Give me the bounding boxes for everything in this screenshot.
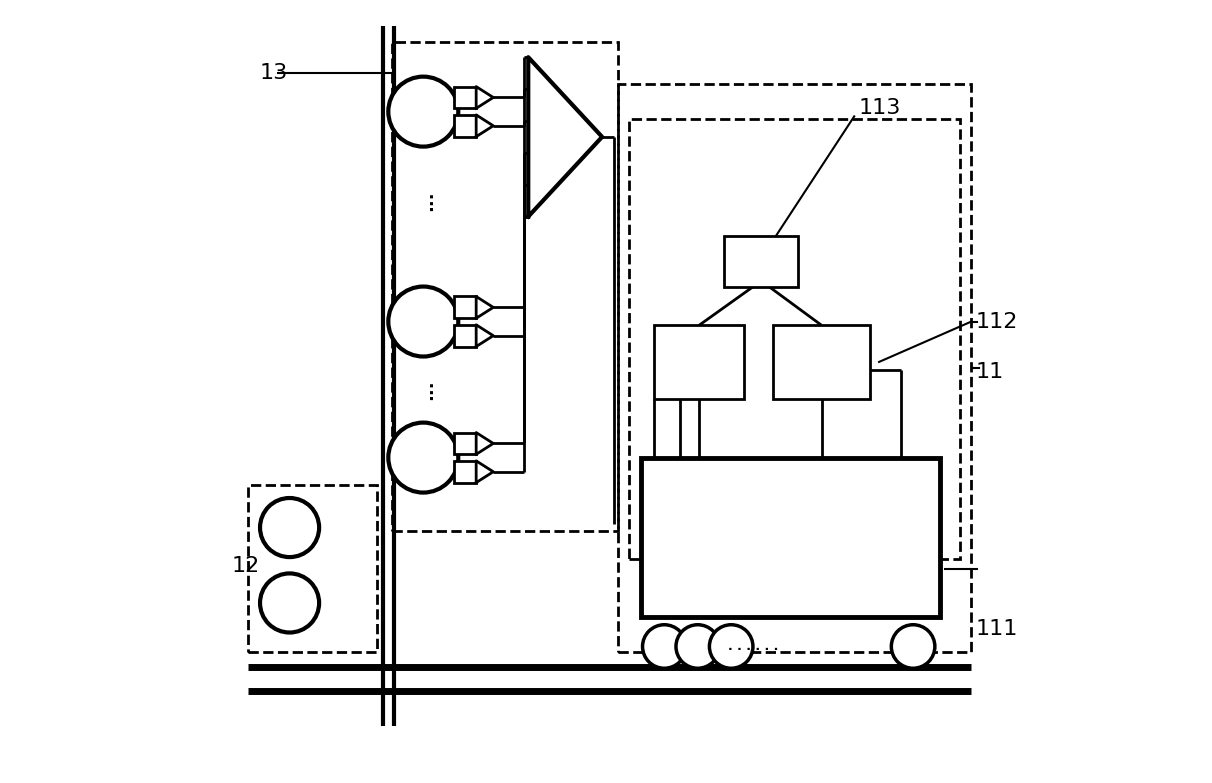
- Circle shape: [676, 625, 720, 668]
- Text: 112: 112: [976, 312, 1018, 331]
- Text: . . . . . .: . . . . . .: [728, 640, 778, 653]
- Bar: [248, 485, 377, 652]
- Bar: [454, 87, 476, 108]
- Circle shape: [261, 573, 319, 633]
- Polygon shape: [476, 461, 493, 482]
- Text: ...: ...: [418, 191, 436, 211]
- Bar: [773, 326, 870, 399]
- Circle shape: [388, 77, 458, 146]
- Polygon shape: [476, 115, 493, 137]
- Circle shape: [709, 625, 753, 668]
- Polygon shape: [476, 432, 493, 454]
- Text: 13: 13: [261, 63, 288, 83]
- Polygon shape: [476, 297, 493, 318]
- Bar: [454, 432, 476, 454]
- Bar: [454, 461, 476, 482]
- Bar: [654, 326, 744, 399]
- Bar: [454, 325, 476, 347]
- Polygon shape: [528, 57, 602, 217]
- Text: 12: 12: [231, 557, 259, 576]
- Bar: [641, 457, 941, 617]
- Circle shape: [388, 423, 458, 493]
- Circle shape: [642, 625, 686, 668]
- Circle shape: [388, 287, 458, 356]
- Polygon shape: [476, 325, 493, 347]
- Text: 113: 113: [858, 98, 901, 117]
- Text: ...: ...: [418, 379, 436, 400]
- Bar: [629, 119, 960, 558]
- Bar: [454, 115, 476, 137]
- Bar: [725, 236, 797, 287]
- Circle shape: [261, 498, 319, 557]
- Text: 11: 11: [976, 362, 1004, 382]
- Bar: [454, 297, 476, 318]
- Text: 111: 111: [976, 619, 1018, 639]
- Circle shape: [891, 625, 934, 668]
- Bar: [618, 85, 971, 652]
- Polygon shape: [476, 87, 493, 108]
- Bar: [393, 41, 618, 532]
